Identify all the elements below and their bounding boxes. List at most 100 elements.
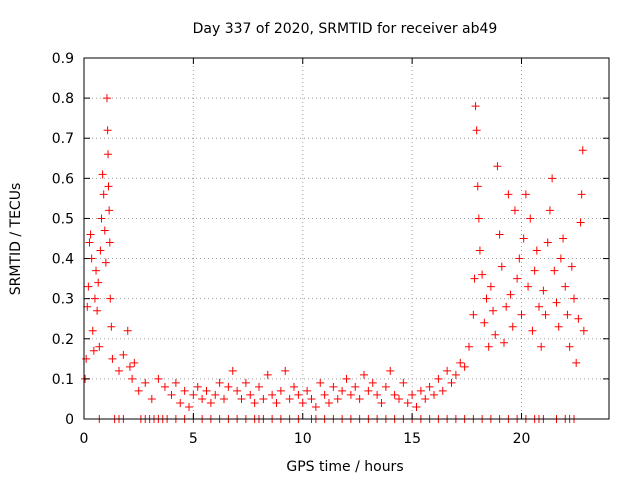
data-point [471, 102, 480, 111]
data-point [338, 386, 347, 395]
data-point [416, 386, 425, 395]
data-point [567, 262, 576, 271]
data-point [524, 282, 533, 291]
data-point [386, 366, 395, 375]
data-point [472, 126, 481, 135]
data-point [96, 246, 105, 255]
data-point [474, 214, 483, 223]
data-point [570, 294, 578, 303]
data-point [493, 162, 502, 171]
data-point [141, 378, 150, 387]
data-point [263, 370, 272, 379]
data-point [373, 390, 382, 399]
data-point [237, 394, 246, 403]
data-point [185, 402, 193, 411]
data-point [246, 390, 255, 399]
data-point [576, 218, 585, 227]
x-tick-label: 15 [403, 431, 421, 447]
data-point [106, 294, 115, 303]
data-point [101, 258, 110, 267]
data-point [513, 274, 522, 283]
points-layer [81, 94, 588, 423]
data-point [272, 398, 281, 407]
chart-title: Day 337 of 2020, SRMTID for receiver ab4… [193, 21, 498, 37]
data-point [228, 366, 237, 375]
data-point [82, 354, 91, 363]
data-point [559, 234, 568, 243]
data-point [125, 362, 134, 371]
data-point [103, 126, 112, 135]
data-point [556, 254, 565, 263]
data-point [360, 370, 368, 379]
data-point [460, 362, 469, 371]
data-point [167, 390, 176, 399]
data-point [486, 282, 495, 291]
data-point [421, 394, 430, 403]
data-point [561, 282, 570, 291]
y-tick-label: 0.7 [52, 131, 74, 147]
data-point [259, 394, 268, 403]
y-tick-label: 0.3 [52, 292, 74, 308]
data-point [100, 226, 109, 235]
data-point [333, 394, 342, 403]
data-point [438, 386, 447, 395]
data-point [123, 326, 132, 335]
data-point [545, 206, 554, 215]
data-point [98, 170, 107, 179]
data-point [495, 230, 504, 239]
data-point [311, 402, 320, 411]
data-point [88, 326, 97, 335]
data-point [104, 182, 113, 191]
data-point [465, 342, 473, 351]
data-point [176, 398, 185, 407]
data-point [104, 150, 113, 159]
y-tick-label: 0 [65, 412, 74, 428]
data-point [519, 234, 528, 243]
data-point [480, 318, 489, 327]
data-point [443, 366, 452, 375]
data-point [241, 378, 250, 387]
data-point [268, 390, 277, 399]
data-point [99, 190, 108, 199]
data-point [425, 382, 434, 391]
data-point [578, 146, 587, 155]
data-point [316, 378, 325, 387]
data-point [572, 358, 581, 367]
data-point [198, 394, 207, 403]
data-point [510, 206, 519, 215]
data-point [470, 274, 479, 283]
data-point [506, 290, 515, 299]
data-point [325, 398, 333, 407]
y-tick-label: 0.1 [52, 372, 74, 388]
data-point [130, 358, 139, 367]
data-point [294, 390, 303, 399]
data-point [105, 206, 114, 215]
data-point [102, 94, 111, 103]
data-point [515, 254, 524, 263]
data-point [403, 398, 412, 407]
data-point [307, 394, 316, 403]
data-point [329, 382, 338, 391]
data-point [574, 314, 583, 323]
y-axis-label: SRMTID / TECUs [8, 183, 24, 296]
data-point [456, 358, 465, 367]
data-point [85, 238, 94, 247]
data-point [320, 390, 329, 399]
data-point [469, 310, 478, 319]
data-point [548, 174, 557, 183]
data-point [105, 238, 114, 247]
plot-frame [83, 57, 610, 420]
data-point [484, 342, 493, 351]
data-point [475, 246, 484, 255]
data-point [298, 398, 307, 407]
data-point [364, 386, 373, 395]
data-point [554, 322, 563, 331]
data-point [517, 310, 526, 319]
data-point [115, 366, 123, 375]
data-point [250, 398, 259, 407]
data-point [535, 302, 543, 311]
data-point [502, 302, 511, 311]
data-point [180, 386, 189, 395]
data-point [193, 382, 202, 391]
